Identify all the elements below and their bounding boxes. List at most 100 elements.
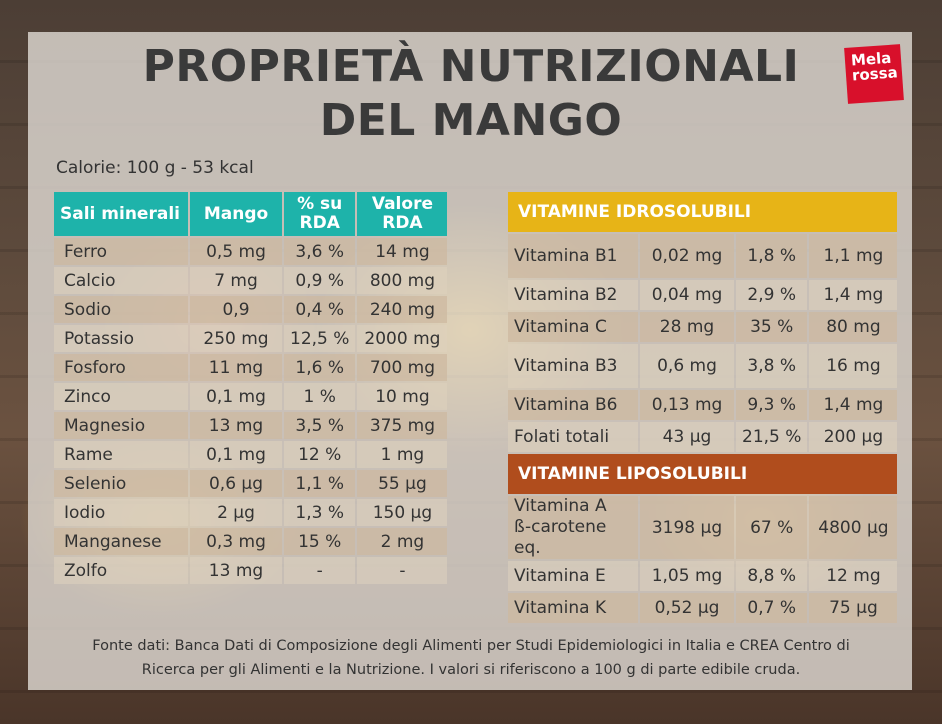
logo-line-2: rossa xyxy=(851,63,899,85)
table-row: Zolfo 13 mg - - xyxy=(54,557,448,584)
mango-value: 250 mg xyxy=(190,325,282,352)
rda-value: 150 µg xyxy=(357,499,448,526)
mango-value: 11 mg xyxy=(190,354,282,381)
table-row: Sodio 0,9 0,4 % 240 mg xyxy=(54,296,448,323)
table-row: Ferro 0,5 mg 3,6 % 14 mg xyxy=(54,238,448,265)
hydro-header-row: VITAMINE IDROSOLUBILI xyxy=(508,192,898,232)
mango-value: 0,02 mg xyxy=(640,234,734,278)
table-row: Magnesio 13 mg 3,5 % 375 mg xyxy=(54,412,448,439)
header-valore-rda: Valore RDA xyxy=(357,192,448,236)
rda-value: 75 µg xyxy=(809,593,898,623)
footnote-line-1: Fonte dati: Banca Dati di Composizione d… xyxy=(92,638,850,654)
vitamin-a-subline: ß-carotene eq. xyxy=(514,517,607,558)
mineral-name: Selenio xyxy=(54,470,188,497)
rda-value: 12 mg xyxy=(809,561,898,591)
table-row: Selenio 0,6 µg 1,1 % 55 µg xyxy=(54,470,448,497)
mango-value: 1,05 mg xyxy=(640,561,734,591)
vitamin-name: Vitamina B6 xyxy=(508,390,638,420)
title-line-2: DEL MANGO xyxy=(319,95,623,146)
mango-value: 0,9 xyxy=(190,296,282,323)
percent-rda: 8,8 % xyxy=(736,561,808,591)
table-row: Vitamina C 28 mg 35 % 80 mg xyxy=(508,312,898,342)
source-footnote: Fonte dati: Banca Dati di Composizione d… xyxy=(40,634,902,682)
melarossa-logo: Mela rossa xyxy=(844,44,904,104)
rda-value: 1,4 mg xyxy=(809,390,898,420)
vitamin-a-label: Vitamina A xyxy=(514,496,607,516)
percent-rda: 12,5 % xyxy=(284,325,356,352)
rda-value: 16 mg xyxy=(809,344,898,388)
percent-rda: 2,9 % xyxy=(736,280,808,310)
mineral-name: Potassio xyxy=(54,325,188,352)
mineral-name: Sodio xyxy=(54,296,188,323)
mango-value: 28 mg xyxy=(640,312,734,342)
vitamin-name: Vitamina E xyxy=(508,561,638,591)
table-row: Rame 0,1 mg 12 % 1 mg xyxy=(54,441,448,468)
vitamin-name: Folati totali xyxy=(508,422,638,452)
minerals-header-row: Sali minerali Mango % su RDA Valore RDA xyxy=(54,192,448,236)
title-line-1: PROPRIETÀ NUTRIZIONALI xyxy=(142,41,800,92)
rda-value: 2000 mg xyxy=(357,325,448,352)
mineral-name: Zinco xyxy=(54,383,188,410)
percent-rda: 3,8 % xyxy=(736,344,808,388)
percent-rda: 0,7 % xyxy=(736,593,808,623)
percent-rda: 1 % xyxy=(284,383,356,410)
rda-value: 1 mg xyxy=(357,441,448,468)
mango-value: 0,13 mg xyxy=(640,390,734,420)
percent-rda: 21,5 % xyxy=(736,422,808,452)
mineral-name: Fosforo xyxy=(54,354,188,381)
rda-value: 14 mg xyxy=(357,238,448,265)
mineral-name: Magnesio xyxy=(54,412,188,439)
table-row: Fosforo 11 mg 1,6 % 700 mg xyxy=(54,354,448,381)
table-row: Vitamina B2 0,04 mg 2,9 % 1,4 mg xyxy=(508,280,898,310)
table-row: Folati totali 43 µg 21,5 % 200 µg xyxy=(508,422,898,452)
vitamin-name: Vitamina B2 xyxy=(508,280,638,310)
lipo-title: VITAMINE LIPOSOLUBILI xyxy=(508,454,898,494)
header-sali-minerali: Sali minerali xyxy=(54,192,188,236)
mango-value: 0,04 mg xyxy=(640,280,734,310)
mango-value: 7 mg xyxy=(190,267,282,294)
mango-value: 13 mg xyxy=(190,557,282,584)
lipo-header-row: VITAMINE LIPOSOLUBILI xyxy=(508,454,898,494)
mango-value: 0,6 µg xyxy=(190,470,282,497)
table-row: Vitamina K 0,52 µg 0,7 % 75 µg xyxy=(508,593,898,623)
rda-value: 700 mg xyxy=(357,354,448,381)
mango-value: 0,52 µg xyxy=(640,593,734,623)
mango-value: 0,1 mg xyxy=(190,441,282,468)
footnote-line-2: Ricerca per gli Alimenti e la Nutrizione… xyxy=(141,662,801,678)
rda-value: 1,1 mg xyxy=(809,234,898,278)
table-row: Iodio 2 µg 1,3 % 150 µg xyxy=(54,499,448,526)
table-row: Vitamina E 1,05 mg 8,8 % 12 mg xyxy=(508,561,898,591)
mineral-name: Manganese xyxy=(54,528,188,555)
rda-value: 2 mg xyxy=(357,528,448,555)
table-row: Vitamina B1 0,02 mg 1,8 % 1,1 mg xyxy=(508,234,898,278)
percent-rda: 1,8 % xyxy=(736,234,808,278)
mineral-name: Ferro xyxy=(54,238,188,265)
mineral-name: Zolfo xyxy=(54,557,188,584)
header-mango: Mango xyxy=(190,192,282,236)
percent-rda: 12 % xyxy=(284,441,356,468)
percent-rda: 9,3 % xyxy=(736,390,808,420)
percent-rda: 0,4 % xyxy=(284,296,356,323)
rda-value: 200 µg xyxy=(809,422,898,452)
mineral-name: Iodio xyxy=(54,499,188,526)
vitamins-table: VITAMINE IDROSOLUBILI Vitamina B1 0,02 mg… xyxy=(506,190,899,625)
percent-rda: 1,3 % xyxy=(284,499,356,526)
vitamin-name: Vitamina K xyxy=(508,593,638,623)
mango-value: 3198 µg xyxy=(640,496,734,559)
rda-value: 1,4 mg xyxy=(809,280,898,310)
rda-value: 4800 µg xyxy=(809,496,898,559)
header-percent-rda: % su RDA xyxy=(284,192,356,236)
vitamin-name: Vitamina B3 xyxy=(508,344,638,388)
mineral-name: Rame xyxy=(54,441,188,468)
rda-value: 55 µg xyxy=(357,470,448,497)
mango-value: 2 µg xyxy=(190,499,282,526)
table-row: Calcio 7 mg 0,9 % 800 mg xyxy=(54,267,448,294)
rda-value: 240 mg xyxy=(357,296,448,323)
percent-rda: 35 % xyxy=(736,312,808,342)
percent-rda: 3,6 % xyxy=(284,238,356,265)
vitamin-name: Vitamina B1 xyxy=(508,234,638,278)
table-row: Manganese 0,3 mg 15 % 2 mg xyxy=(54,528,448,555)
percent-rda: 67 % xyxy=(736,496,808,559)
